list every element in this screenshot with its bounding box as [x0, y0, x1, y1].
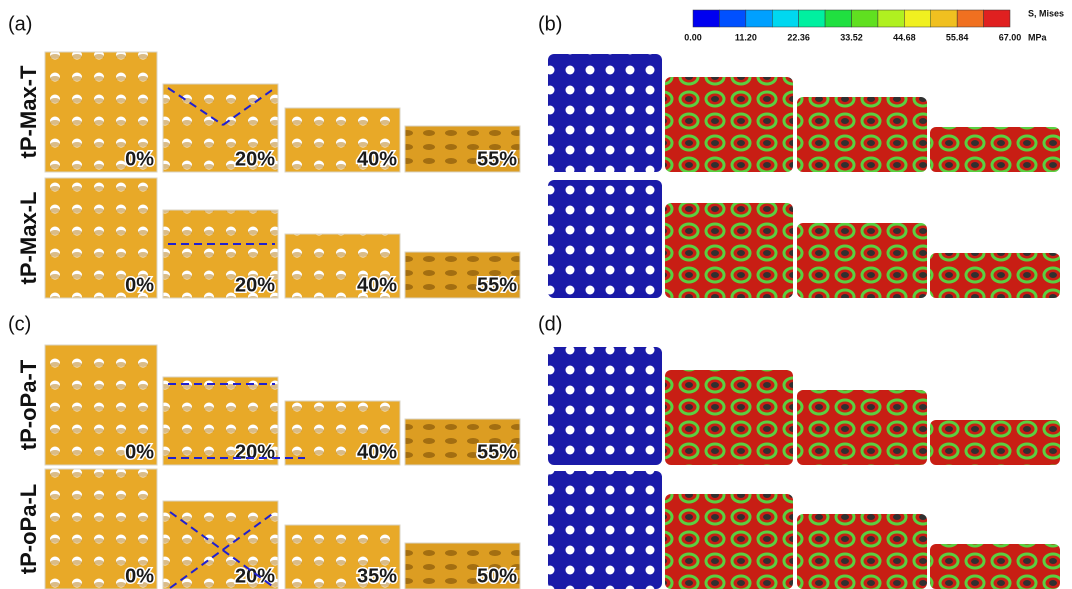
- sample-label: tP-Max-L: [16, 192, 41, 285]
- panel-label: (b): [538, 13, 562, 35]
- fe-model-deformed: [665, 494, 793, 589]
- colorbar-tick: 33.52: [840, 32, 863, 42]
- colorbar-tick: 67.00: [999, 32, 1022, 42]
- colorbar-segment: [799, 10, 825, 27]
- fe-model-deformed: [930, 420, 1060, 465]
- fe-model-deformed: [665, 203, 793, 298]
- fe-model-deformed: [665, 370, 793, 465]
- colorbar-segment: [984, 10, 1010, 27]
- strain-label: 55%: [477, 441, 517, 463]
- strain-label: 55%: [477, 274, 517, 296]
- fe-model-deformed: [797, 514, 927, 589]
- strain-label: 50%: [477, 565, 517, 587]
- colorbar-tick: 22.36: [787, 32, 810, 42]
- colorbar-segment: [878, 10, 904, 27]
- colorbar-segment: [772, 10, 798, 27]
- colorbar-segment: [693, 10, 719, 27]
- colorbar-segment: [746, 10, 772, 27]
- colorbar-tick: 44.68: [893, 32, 916, 42]
- panel-label: (d): [538, 313, 562, 335]
- strain-label: 40%: [357, 441, 397, 463]
- fe-model-deformed: [930, 127, 1060, 172]
- colorbar-segment: [825, 10, 851, 27]
- figure: (a) (b) (c) (d) tP-Max-T 0% 20% 40% 55% tP-Max-L 0…: [0, 0, 1072, 589]
- colorbar-segment: [719, 10, 745, 27]
- fe-model-deformed: [797, 223, 927, 298]
- strain-label: 35%: [357, 565, 397, 587]
- fe-model-undeformed: [548, 54, 662, 172]
- fe-model-deformed: [797, 390, 927, 465]
- colorbar-tick: 55.84: [946, 32, 969, 42]
- fe-model-undeformed: [548, 180, 662, 298]
- fe-model-undeformed: [548, 347, 662, 465]
- colorbar-title: S, Mises: [1028, 8, 1064, 18]
- strain-label: 40%: [357, 148, 397, 170]
- strain-label: 55%: [477, 148, 517, 170]
- fe-model-deformed: [930, 544, 1060, 589]
- colorbar-segment: [957, 10, 983, 27]
- panel-label: (a): [8, 13, 32, 35]
- colorbar-tick: 11.20: [735, 32, 757, 42]
- strain-label: 0%: [125, 148, 154, 170]
- strain-label: 0%: [125, 441, 154, 463]
- strain-label: 20%: [235, 148, 275, 170]
- fe-model-undeformed: [548, 471, 662, 589]
- colorbar-unit: MPa: [1028, 32, 1048, 42]
- sample-label: tP-Max-T: [16, 65, 41, 158]
- strain-label: 20%: [235, 441, 275, 463]
- content: (a) (b) (c) (d) tP-Max-T 0% 20% 40% 55% tP-Max-L 0…: [8, 8, 1064, 589]
- sample-label: tP-oPa-T: [16, 359, 41, 450]
- strain-label: 0%: [125, 274, 154, 296]
- colorbar-tick: 0.00: [684, 32, 702, 42]
- panel-label: (c): [8, 313, 31, 335]
- sample-label: tP-oPa-L: [16, 484, 41, 574]
- colorbar-segment: [904, 10, 930, 27]
- strain-label: 40%: [357, 274, 397, 296]
- strain-label: 0%: [125, 565, 154, 587]
- colorbar-segment: [931, 10, 957, 27]
- colorbar-segment: [852, 10, 878, 27]
- fe-model-deformed: [930, 253, 1060, 298]
- strain-label: 20%: [235, 274, 275, 296]
- fe-model-deformed: [797, 97, 927, 172]
- fe-model-deformed: [665, 77, 793, 172]
